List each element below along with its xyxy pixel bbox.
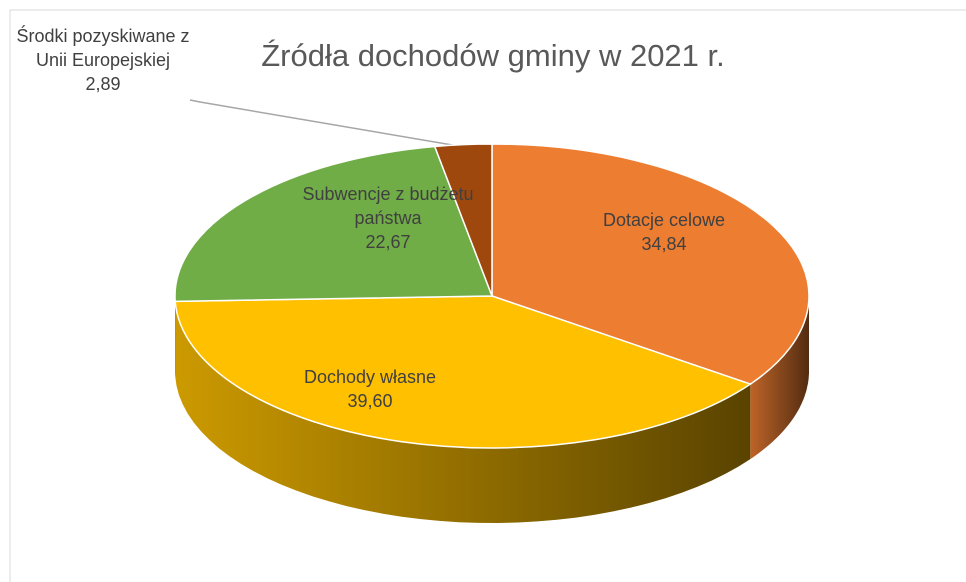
slice [491, 143, 810, 385]
slice-label: Dochody własne [303, 367, 437, 387]
value-label: 22,67 [365, 232, 411, 252]
chart-frame [9, 9, 966, 582]
data-label: Środki pozyskiwane z Unii Europejskiej 2,… [8, 24, 198, 96]
slice [174, 295, 752, 449]
data-label: Dochody własne 39,60 [260, 365, 480, 413]
slice-side [175, 301, 751, 523]
value-label: 39,60 [347, 391, 393, 411]
slice-label: Subwencje z budżetu państwa [302, 184, 474, 228]
data-label: Dotacje celowe 34,84 [574, 208, 754, 256]
slice [433, 143, 493, 297]
slice [174, 145, 494, 303]
value-label: 2,89 [85, 74, 121, 94]
value-label: 34,84 [641, 234, 687, 254]
slice-side [750, 296, 809, 460]
slice-label: Środki pozyskiwane z Unii Europejskiej [16, 26, 190, 70]
chart-title: Źródła dochodów gminy w 2021 r. [261, 38, 725, 73]
slice-label: Dotacje celowe [602, 210, 726, 230]
data-label: Subwencje z budżetu państwa 22,67 [283, 182, 493, 254]
leader-line [189, 99, 471, 149]
